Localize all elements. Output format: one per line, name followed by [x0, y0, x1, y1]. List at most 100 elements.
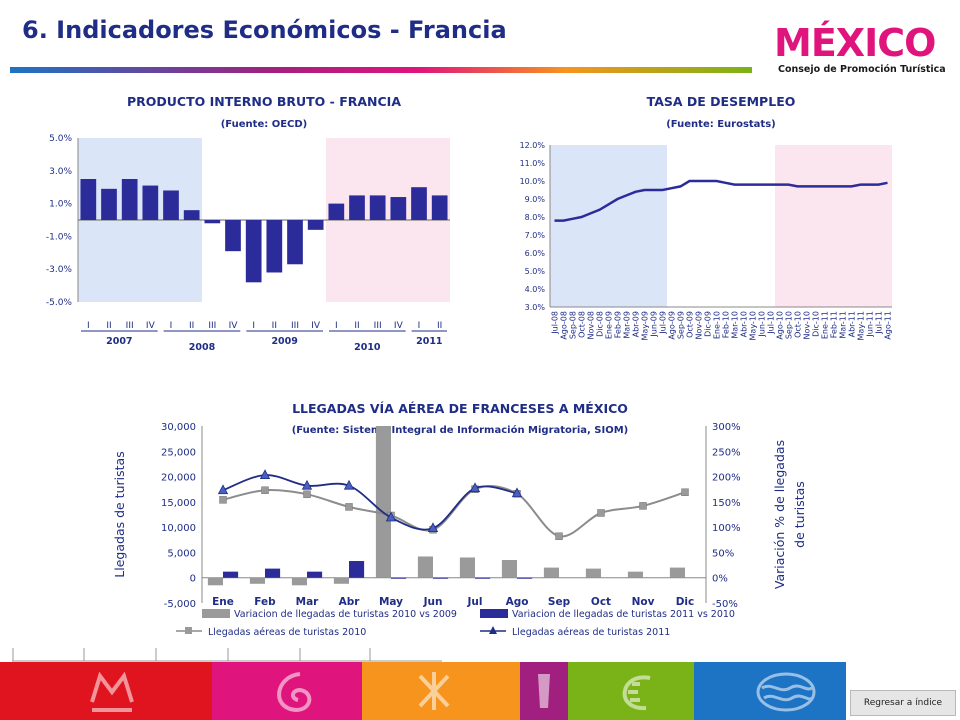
arrivals-2010-marker — [261, 486, 269, 494]
unemp-x-tick: Dic-08 — [596, 311, 605, 337]
gdp-bar — [349, 195, 365, 220]
variation-2010-bar — [459, 557, 475, 578]
unemp-x-tick: Mar-09 — [623, 311, 632, 339]
gdp-x-tick: IV — [229, 321, 239, 331]
arrivals-2010-marker — [681, 488, 689, 496]
gdp-x-tick: I — [170, 321, 173, 331]
gdp-year-label: 2008 — [189, 342, 216, 353]
unemp-title: TASA DE DESEMPLEO — [647, 94, 796, 109]
title-rule — [10, 67, 752, 73]
unemp-x-tick: Jul-10 — [767, 311, 776, 335]
variation-2011-bar — [517, 577, 533, 579]
gdp-year-label: 2011 — [416, 336, 442, 347]
unemp-x-tick: May-10 — [749, 311, 758, 340]
unemp-x-tick: Dic-09 — [704, 311, 713, 337]
gdp-y-tick: -5.0% — [46, 298, 73, 308]
unemp-x-tick: Abr-09 — [632, 311, 641, 337]
unemp-band-right — [775, 145, 892, 307]
unemp-x-tick: Oct-08 — [578, 311, 587, 338]
gdp-chart: PRODUCTO INTERNO BRUTO - FRANCIA (Fuente:… — [46, 94, 450, 353]
variation-2011-bar — [391, 577, 407, 579]
unemp-x-tick: Ago-11 — [884, 311, 893, 340]
legend-label: Llegadas aéreas de turistas 2011 — [512, 627, 670, 638]
unemp-x-tick: Ene-09 — [605, 311, 614, 339]
gdp-y-tick: 5.0% — [49, 134, 72, 144]
variation-2010-bar — [249, 577, 265, 584]
unemp-y-tick: 5.0% — [525, 267, 546, 276]
arrivals-x-tick: Sep — [548, 596, 571, 608]
gdp-x-tick: IV — [311, 321, 321, 331]
variation-2011-bar — [349, 561, 365, 578]
unemp-x-tick: Sep-08 — [569, 311, 578, 339]
arrivals-2010-marker — [555, 532, 563, 540]
legend-marker — [489, 626, 497, 634]
unemp-y-tick: 3.0% — [525, 303, 546, 312]
unemp-x-tick: Oct-10 — [794, 311, 803, 338]
arrivals-y2-tick: 100% — [712, 523, 741, 534]
arrivals-x-tick: Jun — [423, 596, 443, 608]
variation-2011-bar — [475, 577, 491, 579]
variation-2010-bar — [669, 567, 685, 578]
unemp-x-tick: Nov-09 — [695, 311, 704, 339]
mexico-logo: MÉXICO Consejo de Promoción Turística — [774, 21, 946, 75]
unemp-x-tick: May-11 — [857, 311, 866, 340]
arrivals-subtitle: (Fuente: Sistema Integral de Información… — [292, 424, 629, 436]
footer-magenta-block — [212, 662, 362, 720]
arrivals-2010-marker — [219, 496, 227, 504]
variation-2010-bar — [627, 571, 643, 578]
gdp-x-tick: II — [354, 321, 359, 331]
unemp-x-tick: Mar-11 — [839, 311, 848, 339]
legend-label: Variacion de llegadas de turistas 2011 v… — [512, 609, 735, 620]
unemp-x-tick: Jun-11 — [866, 311, 875, 338]
arrivals-y-tick: 15,000 — [161, 498, 196, 509]
gdp-bar — [204, 220, 221, 224]
arrivals-2010-line — [222, 484, 686, 538]
unemp-y-tick: 8.0% — [525, 213, 546, 222]
unemp-x-tick: Jul-08 — [551, 311, 560, 335]
unemp-x-tick: Nov-08 — [587, 311, 596, 339]
unemp-x-tick: Jul-11 — [875, 311, 884, 335]
arrivals-y-tick: -5,000 — [164, 599, 196, 610]
unemp-line — [554, 179, 888, 222]
gdp-bar — [266, 220, 283, 273]
unemp-x-tick: Feb-11 — [830, 311, 839, 338]
gdp-x-tick: III — [208, 321, 216, 331]
variation-2010-bar — [291, 577, 307, 586]
logo-subtitle: Consejo de Promoción Turística — [778, 64, 946, 75]
gdp-x-tick: II — [106, 321, 111, 331]
gdp-x-tick: III — [291, 321, 299, 331]
variation-2010-bar — [375, 426, 391, 578]
arrivals-y-tick: 0 — [190, 574, 196, 585]
unemp-x-tick: Jun-09 — [650, 311, 659, 338]
serpent-glyph-icon — [622, 675, 651, 711]
arrivals-2011-marker — [385, 511, 397, 522]
back-to-index-button[interactable]: Regresar a índice — [850, 690, 956, 716]
gdp-bar — [245, 220, 262, 283]
unemp-x-tick: Sep-10 — [785, 311, 794, 339]
arrivals-2010-marker — [303, 490, 311, 499]
arrivals-y2label-2: de turistas — [792, 481, 807, 548]
arrivals-ylabel: Llegadas de turistas — [112, 451, 127, 577]
footer-color-bar — [0, 662, 846, 720]
arrivals-title: LLEGADAS VÍA AÉREA DE FRANCESES A MÉXICO — [292, 401, 628, 416]
unemp-x-tick: Abr-11 — [848, 311, 857, 337]
unemp-x-tick: Feb-09 — [614, 311, 623, 338]
variation-2010-bar — [333, 577, 349, 584]
arrivals-x-tick: Feb — [254, 596, 276, 608]
unemp-y-tick: 4.0% — [525, 285, 546, 294]
gdp-x-tick: III — [374, 321, 382, 331]
gdp-bar — [163, 190, 179, 220]
gdp-subtitle: (Fuente: OECD) — [221, 119, 308, 130]
gdp-x-tick: I — [418, 321, 421, 331]
gdp-bar — [183, 210, 200, 220]
arrivals-2011-marker — [259, 469, 271, 479]
unemp-x-tick: Nov-10 — [803, 311, 812, 339]
maya-glyph-icon — [90, 671, 134, 712]
gdp-x-tick: III — [126, 321, 134, 331]
logo-word: MÉXICO — [774, 21, 935, 65]
wave-glyph-icon — [756, 672, 816, 712]
gdp-x-tick: IV — [146, 321, 156, 331]
arrivals-chart: LLEGADAS VÍA AÉREA DE FRANCESES A MÉXICO… — [112, 401, 807, 638]
arrivals-y-tick: 30,000 — [161, 422, 196, 433]
gdp-year-label: 2009 — [271, 336, 297, 347]
